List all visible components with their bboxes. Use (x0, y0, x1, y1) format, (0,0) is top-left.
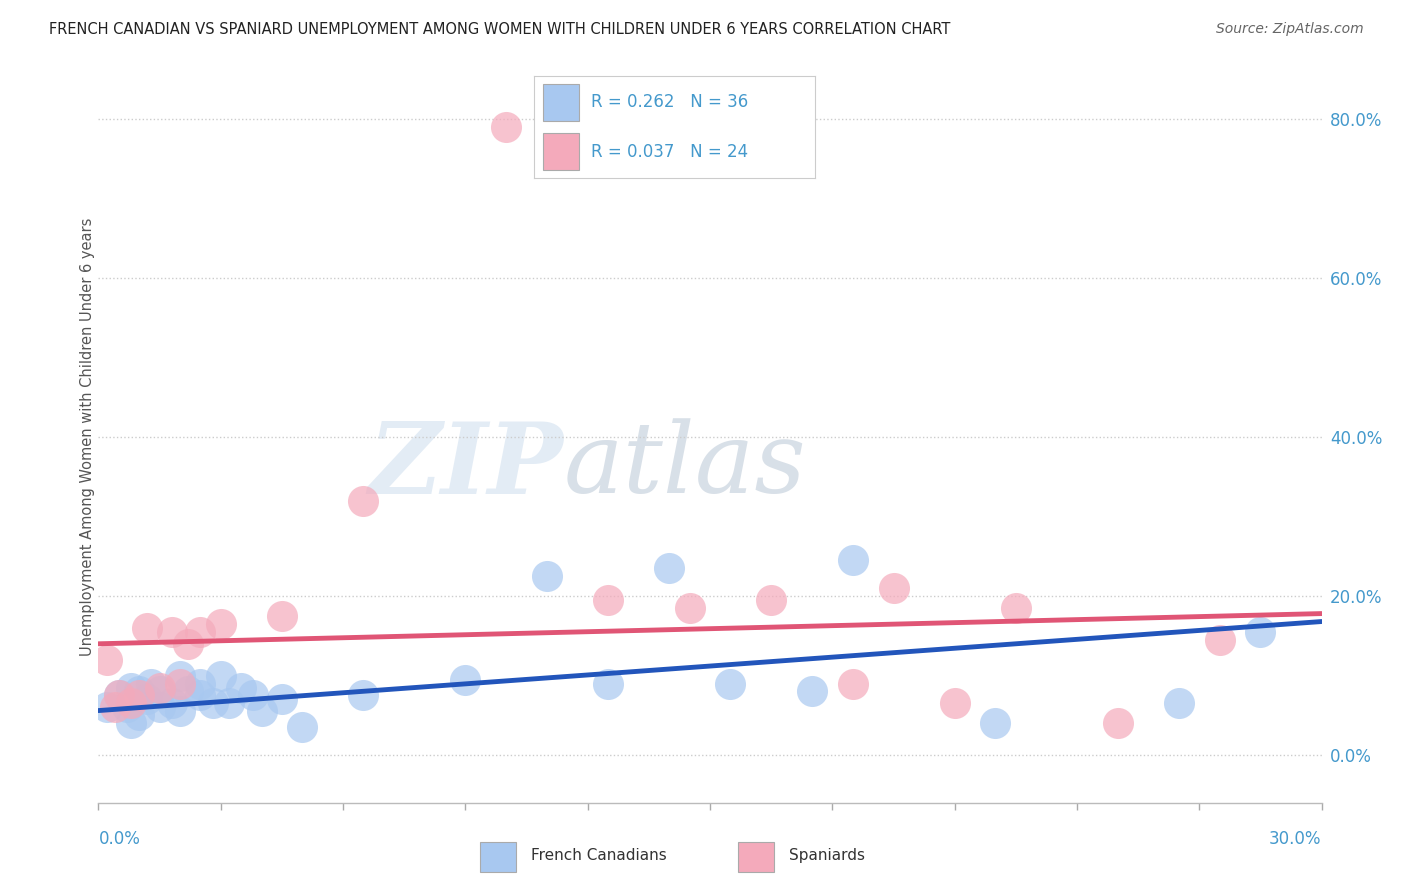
Point (352, 689, 374, 703)
Point (169, 705, 191, 719)
Point (108, 689, 131, 703)
Point (128, 689, 150, 703)
Text: FRENCH CANADIAN VS SPANIARD UNEMPLOYMENT AMONG WOMEN WITH CHILDREN UNDER 6 YEARS: FRENCH CANADIAN VS SPANIARD UNEMPLOYMENT… (49, 22, 950, 37)
Point (149, 700, 172, 714)
Point (128, 684, 150, 698)
Point (242, 689, 264, 703)
Point (761, 593, 783, 607)
Point (96, 700, 118, 714)
Point (149, 681, 172, 695)
Point (1167, 697, 1189, 711)
Point (598, 593, 620, 607)
Point (96, 653, 118, 667)
FancyBboxPatch shape (543, 133, 579, 170)
Point (120, 716, 142, 731)
Point (136, 621, 159, 635)
Y-axis label: Unemployment Among Women with Children Under 6 years: Unemployment Among Women with Children U… (80, 218, 94, 657)
Text: Spaniards: Spaniards (789, 848, 865, 863)
Point (120, 697, 142, 711)
Point (270, 692, 294, 706)
Point (149, 684, 172, 698)
Point (598, 676, 620, 690)
Point (128, 708, 150, 723)
Text: 30.0%: 30.0% (1270, 830, 1322, 847)
Point (169, 676, 191, 690)
Text: French Canadians: French Canadians (531, 848, 666, 863)
Point (169, 668, 191, 682)
Point (108, 689, 131, 703)
Point (1249, 624, 1271, 639)
Point (679, 601, 702, 615)
Text: 0.0%: 0.0% (98, 830, 141, 847)
Text: atlas: atlas (564, 418, 806, 514)
Point (201, 697, 224, 711)
Point (883, 581, 905, 595)
Point (115, 700, 138, 714)
Point (454, 673, 477, 687)
Point (270, 609, 294, 624)
Point (188, 689, 212, 703)
Text: ZIP: ZIP (368, 418, 564, 515)
Point (841, 676, 863, 690)
Point (495, 120, 517, 134)
Point (718, 676, 742, 690)
FancyBboxPatch shape (543, 84, 579, 121)
Point (1004, 601, 1026, 615)
Point (841, 553, 863, 567)
FancyBboxPatch shape (481, 842, 516, 872)
Point (188, 676, 212, 690)
Point (141, 676, 163, 690)
FancyBboxPatch shape (738, 842, 773, 872)
Text: R = 0.262   N = 36: R = 0.262 N = 36 (591, 94, 748, 112)
Point (120, 681, 142, 695)
Point (536, 569, 558, 583)
Point (231, 681, 253, 695)
Point (104, 700, 127, 714)
Point (218, 697, 240, 711)
Point (177, 637, 200, 651)
Point (160, 697, 183, 711)
Point (1107, 716, 1129, 731)
Point (136, 692, 159, 706)
Point (250, 705, 273, 719)
Point (352, 493, 374, 508)
Point (943, 697, 966, 711)
Point (984, 716, 1007, 731)
Point (188, 624, 212, 639)
Point (1209, 632, 1232, 647)
Text: R = 0.037   N = 24: R = 0.037 N = 24 (591, 143, 748, 161)
Point (160, 624, 183, 639)
Point (801, 684, 824, 698)
Point (209, 616, 232, 631)
Text: Source: ZipAtlas.com: Source: ZipAtlas.com (1216, 22, 1364, 37)
Point (291, 720, 314, 734)
Point (209, 668, 232, 682)
Point (658, 561, 681, 575)
Point (177, 684, 200, 698)
